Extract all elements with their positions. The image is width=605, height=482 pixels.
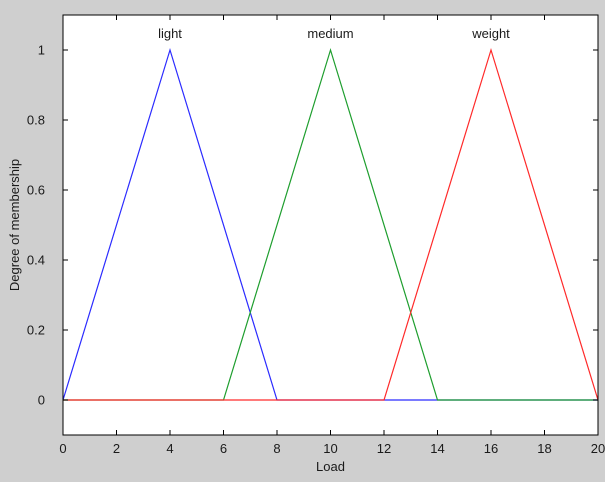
y-tick-label: 0.6: [27, 183, 45, 198]
y-tick-label: 1: [38, 43, 45, 58]
plot-area: [63, 15, 598, 435]
y-axis-label: Degree of membership: [7, 159, 22, 291]
x-tick-label: 0: [59, 441, 66, 456]
series-line-weight: [63, 47, 599, 401]
series-layer: light medium weight: [62, 26, 599, 401]
x-tick-label: 14: [430, 441, 444, 456]
y-tick-label: 0: [38, 393, 45, 408]
tick-layer: 0 2 4 6 8 10 12 14 16 18 20 0 0.2 0.4 0.6 0.8 1: [27, 15, 605, 456]
series-label-weight: weight: [471, 26, 510, 41]
x-tick-label: 2: [113, 441, 120, 456]
x-tick-label: 8: [273, 441, 280, 456]
x-axis-label: Load: [316, 459, 345, 474]
x-tick-label: 16: [484, 441, 498, 456]
x-tick-label: 10: [323, 441, 337, 456]
x-tick-label: 20: [591, 441, 605, 456]
x-tick-label: 12: [377, 441, 391, 456]
x-tick-label: 6: [220, 441, 227, 456]
series-label-light: light: [158, 26, 182, 41]
series-label-medium: medium: [307, 26, 353, 41]
x-tick-label: 18: [537, 441, 551, 456]
y-tick-label: 0.2: [27, 323, 45, 338]
x-tick-label: 4: [166, 441, 173, 456]
y-tick-label: 0.8: [27, 113, 45, 128]
y-tick-label: 0.4: [27, 253, 45, 268]
